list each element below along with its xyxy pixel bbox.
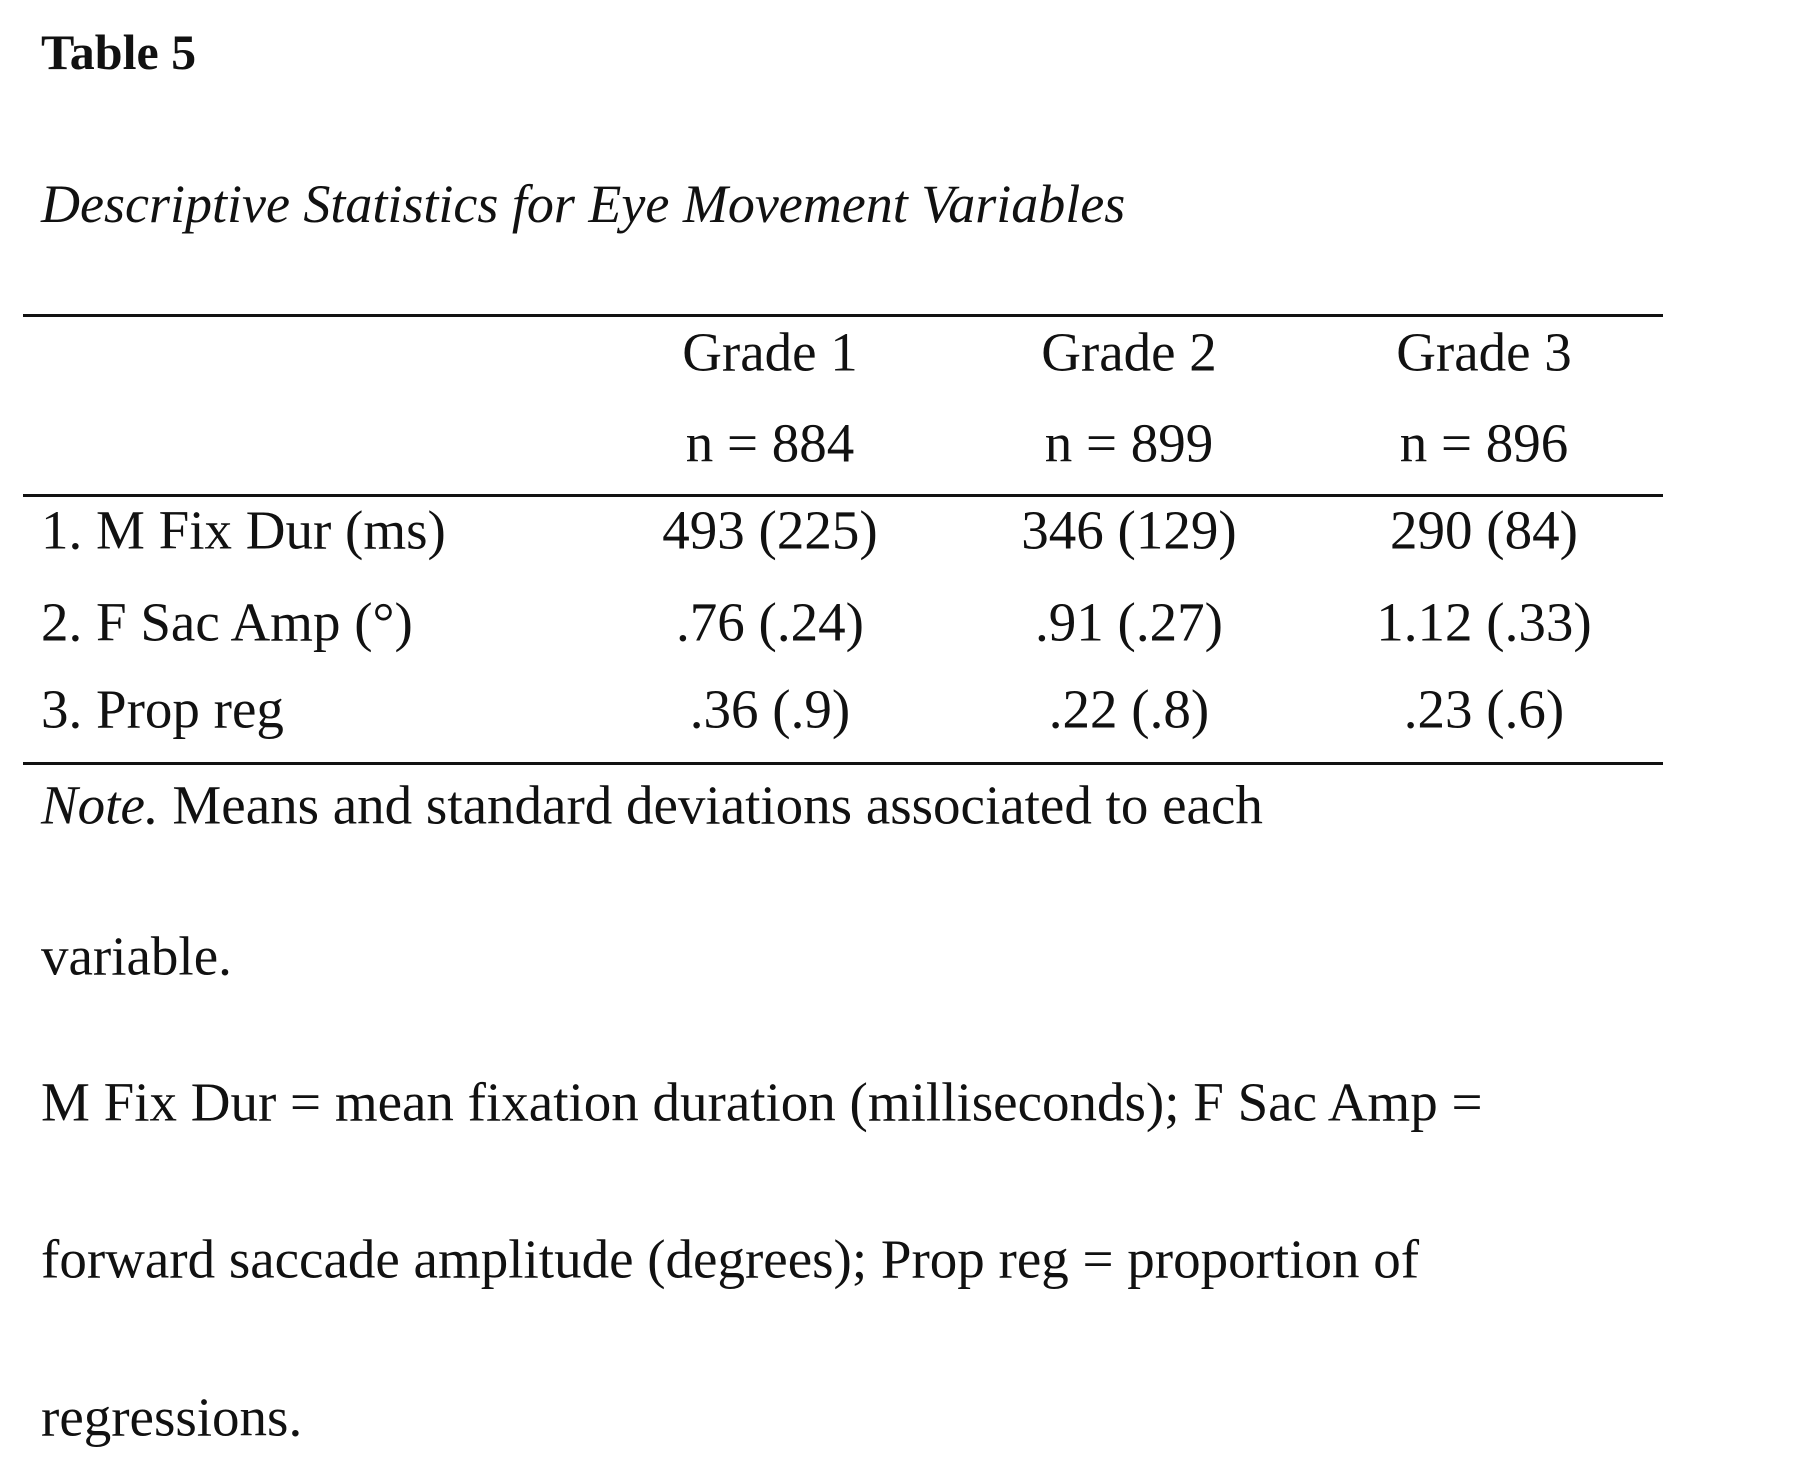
table-cell: .22 (.8) — [1048, 678, 1210, 740]
top-rule — [23, 314, 1663, 317]
table-cell: 493 (225) — [662, 499, 878, 561]
row-label: 1. M Fix Dur (ms) — [41, 499, 446, 561]
sample-size: n = 896 — [1399, 412, 1569, 474]
note-text: M Fix Dur = mean fixation duration (mill… — [41, 1071, 1483, 1133]
table-cell: 290 (84) — [1390, 499, 1578, 561]
table-cell: 1.12 (.33) — [1376, 591, 1592, 653]
row-label: 2. F Sac Amp (°) — [41, 591, 413, 653]
column-header: Grade 1 — [682, 321, 858, 383]
column-header: Grade 2 — [1041, 321, 1217, 383]
note-text: forward saccade amplitude (degrees); Pro… — [41, 1228, 1420, 1290]
bottom-rule — [23, 762, 1663, 765]
header-rule — [23, 494, 1663, 497]
note-text: variable. — [41, 925, 232, 987]
note-text: Means and standard deviations associated… — [172, 774, 1263, 836]
table-cell: .23 (.6) — [1403, 678, 1565, 740]
sample-size: n = 899 — [1044, 412, 1214, 474]
table-cell: .76 (.24) — [676, 591, 864, 653]
table-cell: .91 (.27) — [1035, 591, 1223, 653]
column-header: Grade 3 — [1396, 321, 1572, 383]
table-cell: 346 (129) — [1021, 499, 1237, 561]
table-number: Table 5 — [41, 24, 197, 80]
sample-size: n = 884 — [685, 412, 855, 474]
row-label: 3. Prop reg — [41, 678, 284, 740]
table-cell: .36 (.9) — [689, 678, 851, 740]
note-label: Note. — [41, 774, 159, 836]
note-text: regressions. — [41, 1386, 303, 1448]
table-caption: Descriptive Statistics for Eye Movement … — [41, 174, 1126, 234]
note: Note. Means and standard deviations asso… — [41, 778, 1263, 833]
